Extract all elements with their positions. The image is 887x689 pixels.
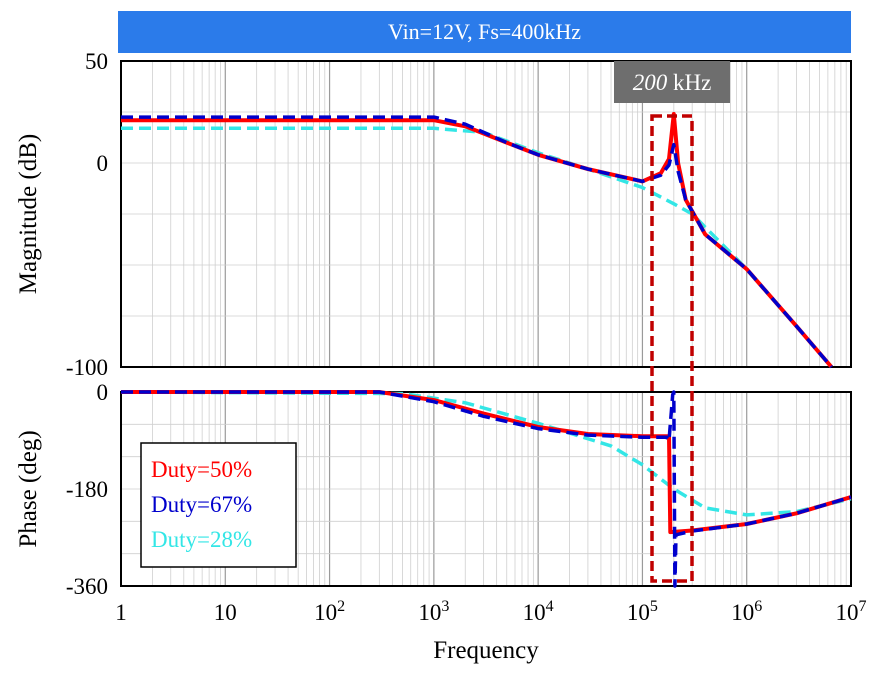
annotation-box	[614, 61, 730, 103]
magnitude-y-tick-label: -100	[66, 355, 108, 380]
magnitude-y-tick-label: 50	[85, 49, 108, 74]
magnitude-series	[121, 112, 834, 369]
resonance-highlight-box	[650, 114, 694, 583]
magnitude-plot-frame	[120, 60, 852, 368]
x-tick-label: 10	[214, 600, 237, 625]
phase-y-tick-label: -360	[66, 574, 108, 599]
magnitude-series-duty67	[121, 115, 833, 369]
legend: Duty=50% Duty=67% Duty=28%	[140, 442, 297, 568]
legend-entry-duty67: Duty=67%	[151, 492, 252, 517]
phase-axis-label: Phase (deg)	[15, 430, 42, 547]
phase-plot-frame	[120, 391, 852, 587]
chart-title: Vin=12V, Fs=400kHz	[118, 11, 851, 53]
legend-box	[140, 442, 297, 568]
phase-series-duty67	[121, 390, 852, 588]
x-tick-label: 104	[523, 598, 554, 625]
annotation-label: 200 kHz	[633, 70, 712, 95]
magnitude-grid	[121, 61, 851, 367]
x-axis-label: Frequency	[433, 637, 539, 664]
phase-y-tick-label: 0	[97, 380, 109, 405]
phase-y-tick-label: -180	[66, 477, 108, 502]
x-tick-label: 105	[627, 598, 658, 625]
x-tick-label: 102	[314, 598, 345, 625]
x-tick-label: 107	[836, 598, 867, 625]
x-tick-label: 1	[115, 600, 127, 625]
magnitude-series-duty50	[121, 112, 834, 369]
x-tick-label: 103	[418, 598, 449, 625]
phase-series	[120, 390, 852, 588]
magnitude-series-duty28	[121, 126, 833, 369]
legend-entry-duty50: Duty=50%	[151, 457, 252, 482]
phase-series-duty28	[120, 390, 852, 517]
magnitude-axis-label: Magnitude (dB)	[15, 134, 42, 294]
x-tick-label: 106	[731, 598, 762, 625]
legend-entry-duty28: Duty=28%	[151, 527, 252, 552]
magnitude-y-tick-label: 0	[97, 151, 109, 176]
